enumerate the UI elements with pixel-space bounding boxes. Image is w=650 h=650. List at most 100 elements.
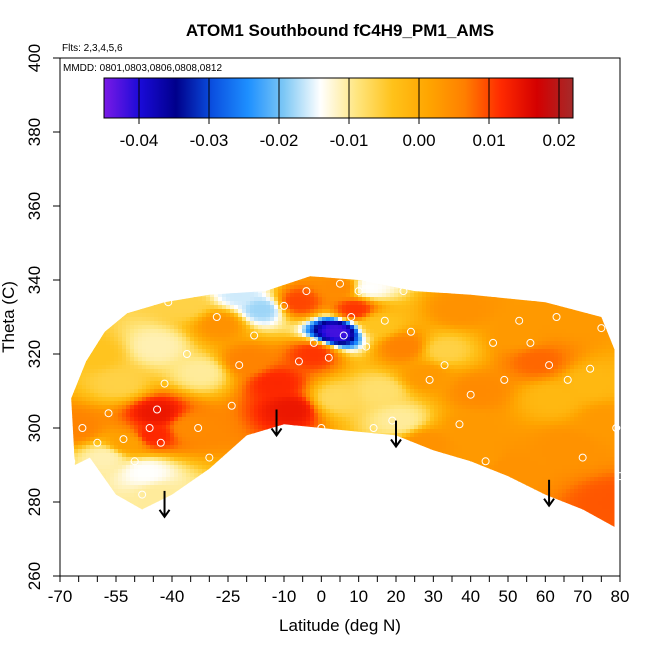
- field-cell: [86, 277, 91, 282]
- field-cell: [290, 249, 295, 254]
- field-cell: [198, 493, 203, 498]
- field-cell: [334, 389, 339, 394]
- field-cell: [258, 509, 263, 514]
- field-cell: [262, 345, 267, 350]
- field-cell: [278, 457, 283, 462]
- field-cell: [226, 309, 231, 314]
- field-cell: [254, 373, 259, 378]
- field-cell: [298, 421, 303, 426]
- field-cell: [302, 469, 307, 474]
- field-cell: [258, 481, 263, 486]
- field-cell: [246, 445, 251, 450]
- field-cell: [258, 357, 263, 362]
- field-cell: [270, 361, 275, 366]
- field-cell: [174, 333, 179, 338]
- field-cell: [102, 333, 107, 338]
- field-cell: [274, 385, 279, 390]
- field-cell: [138, 441, 143, 446]
- field-cell: [74, 469, 79, 474]
- field-cell: [266, 505, 271, 510]
- field-cell: [298, 333, 303, 338]
- field-cell: [338, 276, 343, 278]
- field-cell: [318, 276, 323, 278]
- field-cell: [290, 521, 295, 526]
- field-cell: [174, 445, 179, 450]
- field-cell: [338, 313, 343, 318]
- field-cell: [118, 253, 123, 258]
- field-cell: [246, 425, 251, 430]
- field-cell: [122, 381, 127, 386]
- field-cell: [290, 305, 295, 310]
- field-cell: [218, 393, 223, 398]
- field-cell: [186, 409, 191, 414]
- field-cell: [262, 377, 267, 382]
- field-cell: [270, 397, 275, 402]
- field-cell: [330, 293, 335, 298]
- field-cell: [86, 521, 91, 526]
- field-cell: [214, 433, 219, 438]
- field-cell: [250, 349, 255, 354]
- field-cell: [174, 525, 179, 528]
- field-cell: [314, 276, 319, 278]
- field-cell: [202, 409, 207, 414]
- field-cell: [266, 517, 271, 522]
- field-cell: [174, 385, 179, 390]
- field-cell: [94, 485, 99, 490]
- field-cell: [178, 405, 183, 410]
- field-cell: [166, 457, 171, 462]
- field-cell: [222, 325, 227, 330]
- field-cell: [186, 413, 191, 418]
- field-cell: [322, 245, 327, 250]
- field-cell: [326, 433, 331, 438]
- field-cell: [214, 465, 219, 470]
- field-cell: [302, 329, 307, 334]
- field-cell: [310, 393, 315, 398]
- field-cell: [106, 513, 111, 518]
- field-cell: [278, 533, 283, 538]
- field-cell: [310, 413, 315, 418]
- field-cell: [154, 341, 159, 346]
- field-cell: [122, 409, 127, 414]
- field-cell: [294, 525, 299, 528]
- field-cell: [210, 373, 215, 378]
- field-cell: [94, 353, 99, 358]
- field-cell: [98, 397, 103, 402]
- field-cell: [138, 265, 143, 270]
- field-cell: [70, 529, 75, 534]
- field-cell: [86, 317, 91, 322]
- field-cell: [122, 525, 127, 528]
- field-cell: [306, 297, 311, 302]
- field-cell: [122, 441, 127, 446]
- field-cell: [314, 525, 319, 528]
- field-cell: [182, 305, 187, 310]
- field-cell: [318, 421, 323, 426]
- field-cell: [110, 521, 115, 526]
- field-cell: [258, 349, 263, 354]
- field-cell: [258, 465, 263, 470]
- field-cell: [238, 441, 243, 446]
- field-cell: [330, 261, 335, 266]
- field-cell: [198, 245, 203, 250]
- field-cell: [282, 441, 287, 446]
- field-cell: [182, 385, 187, 390]
- field-cell: [122, 337, 127, 342]
- field-cell: [234, 337, 239, 342]
- field-cell: [146, 521, 151, 526]
- field-cell: [142, 421, 147, 426]
- field-cell: [106, 433, 111, 438]
- field-cell: [278, 245, 283, 250]
- field-cell: [86, 265, 91, 270]
- field-cell: [162, 533, 167, 538]
- field-cell: [78, 525, 83, 528]
- field-cell: [250, 409, 255, 414]
- field-cell: [270, 485, 275, 490]
- field-cell: [122, 305, 127, 310]
- field-cell: [90, 297, 95, 302]
- field-cell: [82, 301, 87, 306]
- field-cell: [102, 305, 107, 310]
- field-cell: [294, 257, 299, 262]
- field-cell: [122, 445, 127, 450]
- field-cell: [290, 353, 295, 358]
- field-cell: [250, 285, 255, 290]
- field-cell: [326, 321, 331, 326]
